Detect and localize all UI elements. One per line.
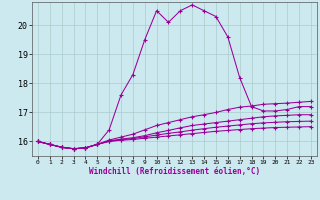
X-axis label: Windchill (Refroidissement éolien,°C): Windchill (Refroidissement éolien,°C) <box>89 167 260 176</box>
